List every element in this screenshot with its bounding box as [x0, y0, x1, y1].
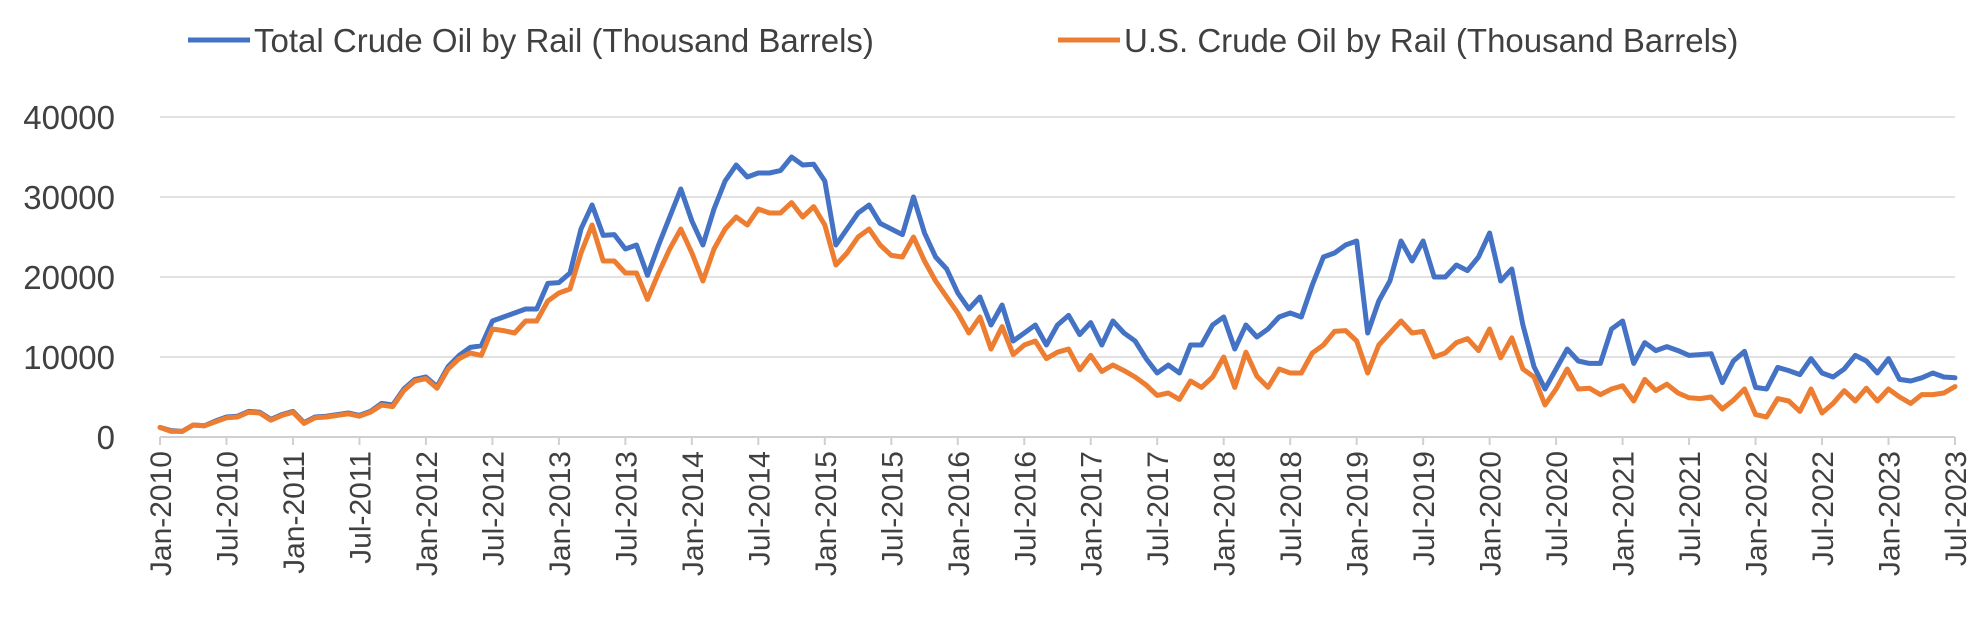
y-axis-ticks: 0 10000 20000 30000 40000	[23, 99, 115, 456]
x-tick-label: Jul-2016	[1009, 451, 1042, 566]
x-tick-label: Jan-2023	[1874, 451, 1907, 576]
x-tick-label: Jul-2014	[743, 451, 776, 566]
legend: Total Crude Oil by Rail (Thousand Barrel…	[188, 22, 1738, 59]
x-axis-ticks: Jan-2010 Jul-2010 Jan-2011 Jul-2011 Jan-2012…	[145, 437, 1973, 576]
x-tick-label: Jan-2019	[1342, 451, 1375, 576]
legend-label-us: U.S. Crude Oil by Rail (Thousand Barrels…	[1124, 22, 1738, 59]
x-tick-label: Jul-2021	[1674, 451, 1707, 566]
y-tick-label: 0	[97, 419, 115, 456]
series-line-total	[157, 154, 1958, 434]
x-tick-label: Jul-2017	[1142, 451, 1175, 566]
x-tick-label: Jan-2013	[544, 451, 577, 576]
gridlines	[160, 116, 1955, 358]
x-tick-label: Jul-2018	[1275, 451, 1308, 566]
x-tick-label: Jan-2012	[411, 451, 444, 576]
x-tick-label: Jan-2015	[810, 451, 843, 576]
series-line-us	[157, 200, 1958, 434]
legend-label-total: Total Crude Oil by Rail (Thousand Barrel…	[254, 22, 874, 59]
x-tick-label: Jan-2014	[677, 451, 710, 576]
x-tick-label: Jul-2022	[1807, 451, 1840, 566]
x-tick-label: Jan-2017	[1076, 451, 1109, 576]
x-tick-label: Jan-2020	[1475, 451, 1508, 576]
x-tick-label: Jan-2022	[1741, 451, 1774, 576]
x-tick-label: Jul-2011	[344, 451, 377, 564]
x-tick-label: Jul-2020	[1541, 451, 1574, 566]
x-tick-label: Jan-2010	[145, 451, 178, 576]
y-tick-label: 20000	[23, 259, 115, 296]
x-tick-label: Jan-2018	[1209, 451, 1242, 576]
x-tick-label: Jan-2021	[1608, 451, 1641, 576]
y-tick-label: 30000	[23, 179, 115, 216]
x-tick-label: Jul-2023	[1940, 451, 1973, 566]
x-tick-label: Jul-2010	[211, 451, 244, 566]
legend-item-us: U.S. Crude Oil by Rail (Thousand Barrels…	[1058, 22, 1738, 59]
x-tick-label: Jan-2016	[943, 451, 976, 576]
x-tick-label: Jul-2012	[477, 451, 510, 566]
legend-item-total: Total Crude Oil by Rail (Thousand Barrel…	[188, 22, 874, 59]
x-tick-label: Jan-2011	[278, 451, 311, 574]
x-tick-label: Jul-2019	[1408, 451, 1441, 566]
y-tick-label: 10000	[23, 339, 115, 376]
series-lines	[157, 154, 1958, 434]
x-tick-label: Jul-2013	[610, 451, 643, 566]
y-tick-label: 40000	[23, 99, 115, 136]
x-tick-label: Jul-2015	[876, 451, 909, 566]
